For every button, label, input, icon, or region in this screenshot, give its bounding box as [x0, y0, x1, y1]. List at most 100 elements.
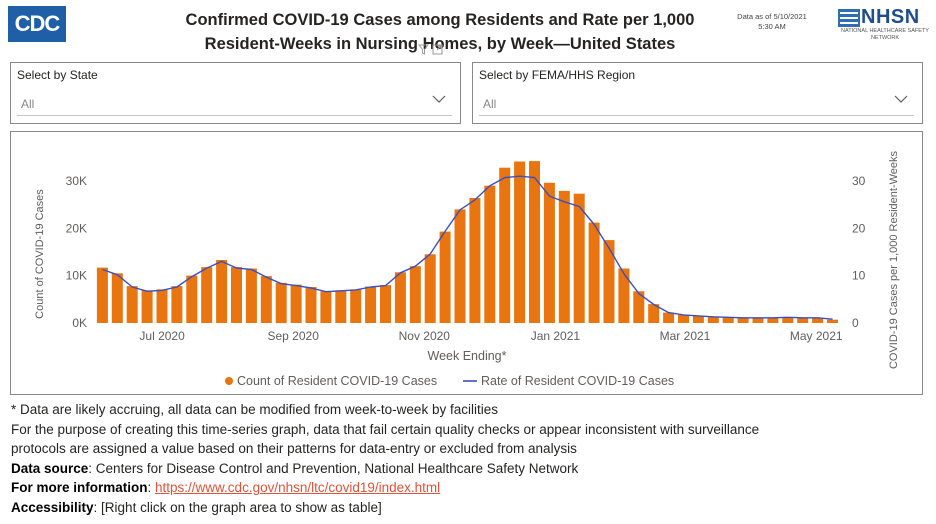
focus-mode-icon[interactable] [432, 44, 443, 58]
x-tick-label: Sep 2020 [268, 329, 320, 343]
y2-tick-label: 0 [852, 316, 859, 330]
report-header: CDC Confirmed COVID-19 Cases among Resid… [0, 0, 936, 60]
title-line-2: Resident-Weeks in Nursing Homes, by Week… [204, 35, 676, 53]
bar-resident-cases [275, 282, 287, 324]
bar-resident-cases [141, 290, 153, 323]
y2-tick-label: 30 [852, 174, 866, 188]
bar-resident-cases [648, 304, 660, 323]
bar-resident-cases [797, 317, 809, 323]
bar-resident-cases [484, 185, 496, 323]
x-tick-label: Jul 2020 [139, 329, 185, 343]
bar-resident-cases [573, 193, 585, 323]
bar-resident-cases [812, 317, 824, 323]
y-tick-label: 20K [66, 221, 87, 235]
bar-resident-cases [767, 317, 779, 323]
more-info: For more information: https://www.cdc.go… [11, 478, 926, 498]
line-resident-rate [102, 175, 833, 320]
title-line-1: Confirmed COVID-19 Cases among Residents… [185, 11, 695, 29]
y2-axis-title: COVID-19 Cases per 1,000 Resident-Weeks [888, 150, 900, 369]
y2-tick-label: 10 [852, 269, 866, 283]
bar-resident-cases [305, 287, 317, 323]
bar-resident-cases [558, 190, 570, 323]
data-as-of-date: Data as of 5/10/2021 [737, 12, 807, 21]
nhsn-subtitle: NATIONAL HEALTHCARE SAFETY NETWORK [841, 28, 929, 41]
accessibility-label: Accessibility [11, 499, 94, 515]
x-tick-label: Nov 2020 [399, 329, 451, 343]
bar-resident-cases [499, 167, 511, 323]
more-info-link[interactable]: https://www.cdc.gov/nhsn/ltc/covid19/ind… [155, 480, 441, 495]
state-dropdown[interactable]: All [17, 88, 452, 116]
x-tick-label: Mar 2021 [660, 329, 711, 343]
filter-icon[interactable] [417, 44, 432, 58]
bar-resident-cases [633, 291, 645, 323]
bar-resident-cases [722, 317, 734, 323]
region-dropdown-value: All [483, 97, 497, 111]
legend-label-rate: Rate of Resident COVID-19 Cases [481, 374, 674, 388]
data-source: Data source: Centers for Disease Control… [11, 459, 926, 479]
page-title: Confirmed COVID-19 Cases among Residents… [150, 8, 730, 56]
bar-resident-cases [126, 286, 138, 323]
data-source-text: : Centers for Disease Control and Preven… [88, 460, 579, 476]
bar-resident-cases [96, 267, 108, 323]
bar-resident-cases [618, 268, 630, 323]
chevron-down-icon [894, 95, 908, 103]
region-slicer: Select by FEMA/HHS Region All [472, 62, 923, 124]
y-axis-title: Count of COVID-19 Cases [34, 189, 46, 319]
bar-resident-cases [454, 209, 466, 323]
bar-resident-cases [543, 182, 555, 323]
legend-marker-cases [225, 377, 233, 385]
bar-resident-cases [216, 260, 228, 323]
data-source-label: Data source [11, 460, 89, 476]
bar-resident-cases [350, 289, 362, 323]
bar-resident-cases [320, 291, 332, 323]
bar-resident-cases [409, 266, 421, 323]
bar-resident-cases [156, 289, 168, 323]
data-as-of-time: 5:30 AM [758, 22, 786, 31]
footnote-quality-2: protocols are assigned a value based on … [11, 441, 577, 456]
y2-tick-label: 20 [852, 221, 866, 235]
bar-resident-cases [231, 267, 242, 323]
bar-resident-cases [186, 275, 198, 323]
bar-resident-cases [588, 222, 600, 323]
bar-resident-cases [365, 286, 377, 323]
bar-resident-cases [424, 254, 436, 323]
bar-resident-cases [692, 315, 704, 323]
bar-resident-cases [782, 317, 794, 323]
bar-resident-cases [111, 273, 123, 323]
bar-resident-cases [394, 272, 406, 323]
bar-resident-cases [260, 276, 272, 323]
region-slicer-label: Select by FEMA/HHS Region [479, 68, 636, 82]
more-info-label: For more information [11, 480, 148, 495]
bar-resident-cases [335, 290, 347, 323]
nhsn-logo-mark-icon [838, 9, 860, 27]
bar-resident-cases [707, 316, 719, 323]
x-tick-label: Jan 2021 [531, 329, 581, 343]
bar-resident-cases [514, 161, 526, 323]
legend-label-cases: Count of Resident COVID-19 Cases [237, 374, 437, 388]
state-slicer-label: Select by State [17, 68, 98, 82]
x-axis-title: Week Ending* [428, 349, 507, 363]
y-tick-label: 30K [66, 174, 87, 188]
data-as-of: Data as of 5/10/2021 5:30 AM [732, 12, 812, 32]
more-info-sep: : [147, 480, 156, 495]
accessibility-text: : [Right click on the graph area to show… [93, 499, 382, 515]
accessibility-note: Accessibility: [Right click on the graph… [11, 498, 926, 518]
bar-resident-cases [737, 317, 749, 323]
bar-resident-cases [201, 267, 213, 323]
region-dropdown[interactable]: All [479, 88, 914, 116]
bar-resident-cases [439, 231, 451, 323]
chart-container[interactable]: 0K 10K 20K 30K 0 10 20 30 Jul 2020 Sep 2020 Nov 20… [10, 131, 923, 395]
nhsn-wordmark: NHSN [861, 6, 920, 28]
bar-resident-cases [171, 286, 183, 323]
bar-resident-cases [380, 285, 391, 323]
cdc-logo: CDC [8, 6, 66, 42]
covid-cases-chart[interactable]: 0K 10K 20K 30K 0 10 20 30 Jul 2020 Sep 2020 Nov 20… [11, 132, 922, 394]
bar-resident-cases [827, 319, 838, 323]
y-tick-label: 10K [66, 269, 87, 283]
footnotes: * Data are likely accruing, all data can… [11, 400, 926, 517]
bar-resident-cases [245, 268, 257, 323]
bar-resident-cases [469, 198, 481, 323]
state-dropdown-value: All [21, 97, 35, 111]
bar-resident-cases [663, 312, 675, 323]
bar-resident-cases [290, 284, 302, 323]
